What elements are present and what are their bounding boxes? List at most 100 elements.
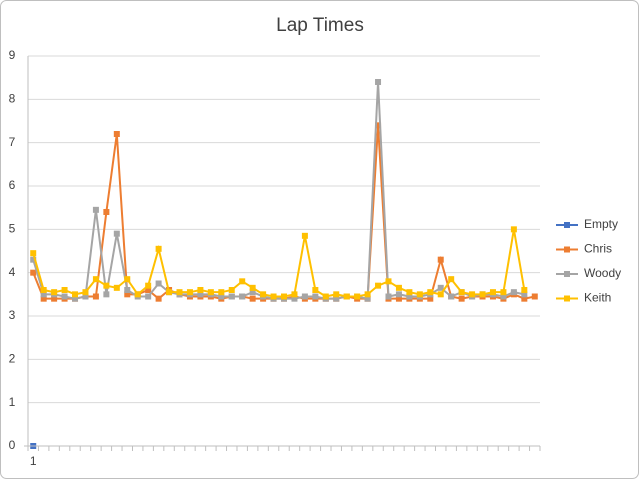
data-point [291, 295, 298, 302]
legend-marker [564, 246, 570, 253]
data-point [51, 289, 58, 296]
data-point [375, 79, 382, 85]
data-point [51, 295, 58, 302]
x-tick-label: 1 [30, 454, 37, 468]
y-tick-label: 3 [9, 308, 16, 322]
data-point [301, 232, 308, 239]
data-point [427, 289, 434, 296]
data-point [489, 289, 496, 296]
data-point [458, 295, 465, 302]
data-point [186, 289, 193, 296]
data-point [343, 293, 350, 300]
data-point [364, 291, 371, 298]
data-point [510, 226, 517, 233]
data-point [521, 291, 528, 298]
y-tick-label: 4 [9, 265, 16, 279]
data-point [124, 291, 131, 298]
data-point [30, 250, 37, 257]
data-point [103, 209, 110, 215]
data-point [437, 256, 444, 263]
data-point [113, 230, 120, 237]
data-point [113, 284, 120, 291]
data-point [228, 287, 235, 293]
data-point [103, 282, 110, 289]
data-point [61, 293, 68, 300]
data-point [364, 295, 371, 302]
data-point [155, 280, 162, 287]
y-tick-label: 2 [9, 352, 16, 366]
data-point [239, 278, 246, 285]
data-point [406, 289, 413, 296]
data-point [448, 276, 455, 283]
data-point [395, 295, 402, 302]
data-point [469, 291, 476, 298]
data-point [228, 293, 235, 300]
data-point [521, 287, 528, 293]
data-point [427, 295, 434, 302]
data-point [92, 276, 99, 283]
data-point [145, 282, 152, 289]
data-point [82, 293, 89, 300]
y-tick-label: 7 [9, 135, 16, 149]
data-point [134, 291, 141, 298]
data-point [322, 293, 329, 300]
data-point [395, 291, 402, 298]
data-point [260, 291, 267, 298]
data-point [197, 291, 204, 298]
data-point [176, 289, 183, 296]
data-point [40, 291, 47, 298]
data-point [61, 287, 68, 293]
data-point [145, 293, 152, 300]
data-point [92, 206, 99, 213]
chart-title: Lap Times [276, 15, 364, 36]
y-tick-label: 8 [9, 92, 16, 106]
data-point [30, 269, 37, 276]
data-point [92, 293, 99, 300]
data-point [333, 295, 340, 302]
data-point [40, 287, 47, 293]
data-point [218, 289, 225, 296]
data-point [166, 289, 173, 296]
data-point [458, 289, 465, 296]
y-tick-label: 0 [9, 438, 16, 452]
legend-marker [564, 271, 570, 277]
y-tick-label: 1 [9, 395, 16, 409]
data-point [145, 287, 152, 293]
data-point [521, 295, 528, 302]
data-point [113, 131, 120, 137]
data-point [385, 278, 392, 285]
y-tick-label: 9 [9, 48, 16, 62]
data-point [30, 256, 37, 263]
data-point [197, 287, 204, 293]
data-point [155, 245, 162, 252]
data-point [218, 293, 225, 300]
data-point [354, 293, 361, 300]
data-point [500, 289, 507, 296]
data-point [291, 291, 298, 298]
data-point [531, 293, 538, 300]
data-point [510, 289, 517, 296]
legend-marker [564, 222, 570, 228]
y-tick-label: 6 [9, 178, 16, 192]
data-point [333, 291, 340, 298]
data-point [437, 284, 444, 291]
legend-label: Woody [584, 266, 621, 280]
data-point [82, 289, 89, 296]
legend-label: Keith [584, 291, 611, 305]
data-point [40, 295, 47, 302]
data-point [437, 291, 444, 298]
data-point [301, 293, 308, 300]
data-point [395, 284, 402, 291]
data-point [281, 293, 287, 300]
data-point [72, 295, 79, 302]
data-point [312, 293, 319, 300]
data-point [124, 276, 131, 283]
data-point [155, 295, 162, 302]
data-point [385, 293, 392, 300]
data-point [249, 284, 256, 291]
legend-label: Chris [584, 242, 612, 256]
y-tick-label: 5 [9, 222, 16, 236]
